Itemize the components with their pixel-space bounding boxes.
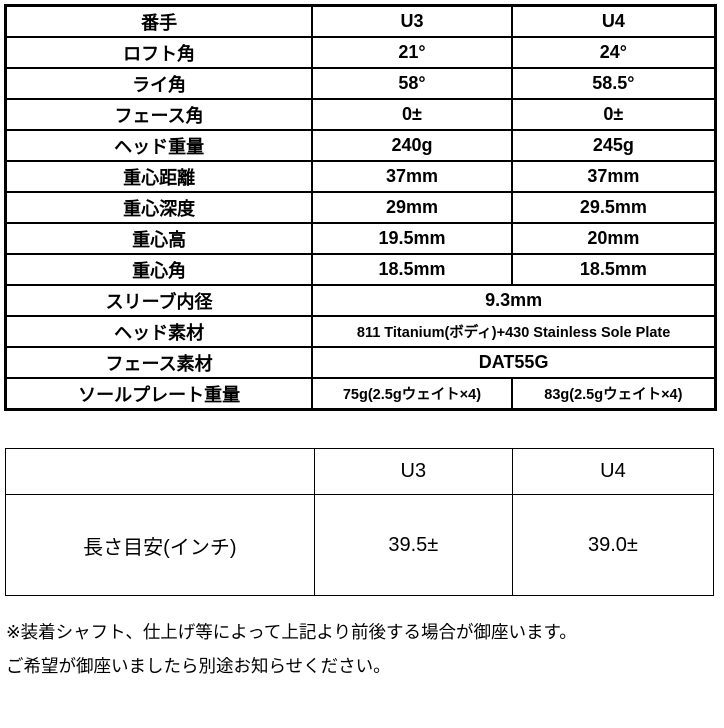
spec-row-label: ヘッド素材 (4, 315, 314, 348)
club-spec-table: 番手 U3 U4 ロフト角 21° 24° ライ角 58° 58.5° フェース… (4, 4, 717, 411)
spec-value-u4: 29.5mm (510, 191, 717, 224)
spec-value-u4: 0± (510, 98, 717, 131)
spec-header-row: 番手 U3 U4 (4, 4, 717, 38)
spec-value-u4: 18.5mm (510, 253, 717, 286)
spec-row-label: ロフト角 (4, 36, 314, 69)
spec-value-u3: 19.5mm (311, 222, 513, 255)
length-header-u3: U3 (313, 448, 513, 495)
spec-value-u3: 240g (311, 129, 513, 162)
table-row-sleeve-diameter: スリーブ内径 9.3mm (4, 284, 717, 317)
spec-value-u3: 37mm (311, 160, 513, 193)
table-row-head-material: ヘッド素材 811 Titanium(ボディ)+430 Stainless So… (4, 315, 717, 348)
spec-row-label: ソールプレート重量 (4, 377, 314, 411)
table-row-cg-angle: 重心角 18.5mm 18.5mm (4, 253, 717, 286)
table-row-cg-distance: 重心距離 37mm 37mm (4, 160, 717, 193)
spec-row-label: ライ角 (4, 67, 314, 100)
spec-header-u4: U4 (510, 4, 717, 38)
table-row-head-weight: ヘッド重量 240g 245g (4, 129, 717, 162)
table-row-lie: ライ角 58° 58.5° (4, 67, 717, 100)
spec-row-label: 重心深度 (4, 191, 314, 224)
table-row-cg-height: 重心高 19.5mm 20mm (4, 222, 717, 255)
spec-value-span: 811 Titanium(ボディ)+430 Stainless Sole Pla… (311, 315, 717, 348)
spec-value-u4: 20mm (510, 222, 717, 255)
spec-row-label: 重心角 (4, 253, 314, 286)
table-row-loft: ロフト角 21° 24° (4, 36, 717, 69)
footnote-line-2: ご希望が御座いましたら別途お知らせください。 (6, 656, 391, 676)
length-row-label: 長さ目安(インチ) (5, 494, 315, 596)
spec-value-u3: 0± (311, 98, 513, 131)
club-spec-sheet: 番手 U3 U4 ロフト角 21° 24° ライ角 58° 58.5° フェース… (4, 4, 717, 683)
spec-row-label: 重心距離 (4, 160, 314, 193)
spec-row-label: フェース素材 (4, 346, 314, 379)
spec-value-u3: 21° (311, 36, 513, 69)
length-header-u4: U4 (511, 448, 715, 495)
table-row-face-material: フェース素材 DAT55G (4, 346, 717, 379)
spec-value-u3: 29mm (311, 191, 513, 224)
length-value-u4: 39.0± (511, 494, 715, 596)
length-value-u3: 39.5± (313, 494, 513, 596)
spec-value-u4: 58.5° (510, 67, 717, 100)
spec-row-label: ヘッド重量 (4, 129, 314, 162)
spec-header-u3: U3 (311, 4, 513, 38)
spec-value-u4: 83g(2.5gウェイト×4) (510, 377, 717, 411)
table-row-cg-depth: 重心深度 29mm 29.5mm (4, 191, 717, 224)
spec-value-u4: 245g (510, 129, 717, 162)
spec-value-u4: 24° (510, 36, 717, 69)
length-header-row: U3 U4 (5, 448, 715, 495)
spec-value-u3: 75g(2.5gウェイト×4) (311, 377, 513, 411)
length-guide-table: U3 U4 長さ目安(インチ) 39.5± 39.0± (5, 448, 715, 596)
footnote-line-1: ※装着シャフト、仕上げ等によって上記より前後する場合が御座います。 (6, 622, 577, 642)
spec-header-label: 番手 (4, 4, 314, 38)
table-row-sole-plate-weight: ソールプレート重量 75g(2.5gウェイト×4) 83g(2.5gウェイト×4… (4, 377, 717, 411)
spec-row-label: 重心高 (4, 222, 314, 255)
spec-row-label: フェース角 (4, 98, 314, 131)
spec-value-u3: 58° (311, 67, 513, 100)
table-row-face-angle: フェース角 0± 0± (4, 98, 717, 131)
table-row-length-guide: 長さ目安(インチ) 39.5± 39.0± (5, 494, 715, 596)
spec-value-span: DAT55G (311, 346, 717, 379)
spec-value-u3: 18.5mm (311, 253, 513, 286)
spec-value-u4: 37mm (510, 160, 717, 193)
spec-row-label: スリーブ内径 (4, 284, 314, 317)
length-header-empty (5, 448, 315, 495)
footnotes: ※装着シャフト、仕上げ等によって上記より前後する場合が御座います。 ご希望が御座… (6, 615, 712, 683)
spec-value-span: 9.3mm (311, 284, 717, 317)
